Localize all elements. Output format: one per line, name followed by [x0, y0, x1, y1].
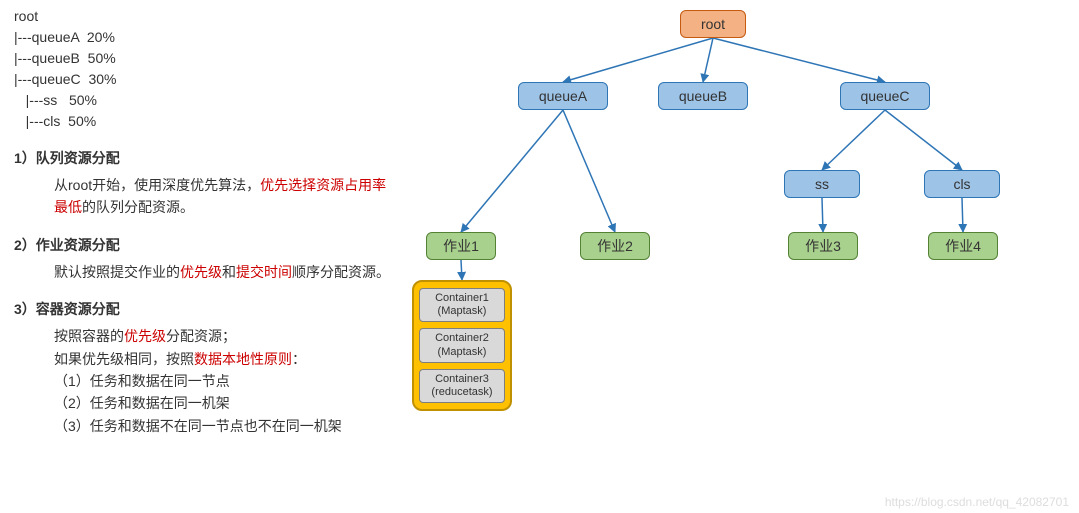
container-block: Container1(Maptask) Container2(Maptask) Co… [412, 280, 512, 411]
tree-line: |---queueC 30% [14, 69, 394, 90]
body-text: 和 [222, 264, 236, 280]
tree-line: |---cls 50% [14, 111, 394, 132]
section: 3）容器资源分配按照容器的优先级分配资源； 如果优先级相同，按照数据本地性原则： （… [14, 299, 394, 437]
tree-line: |---ss 50% [14, 90, 394, 111]
node-root: root [680, 10, 746, 38]
tree-hierarchy-text: root|---queueA 20%|---queueB 50%|---queu… [14, 6, 394, 132]
body-text: 默认按照提交作业的 [54, 264, 180, 280]
tree-line: |---queueB 50% [14, 48, 394, 69]
section-body: 默认按照提交作业的优先级和提交时间顺序分配资源。 [54, 261, 394, 283]
container-item: Container2(Maptask) [419, 328, 505, 362]
node-qb: queueB [658, 82, 748, 110]
section-body: 按照容器的优先级分配资源； 如果优先级相同，按照数据本地性原则： （1）任务和数据在… [54, 325, 394, 437]
body-text: （3）任务和数据不在同一节点也不在同一机架 [54, 418, 342, 434]
left-column: root|---queueA 20%|---queueB 50%|---queu… [14, 6, 394, 437]
section-title: 1）队列资源分配 [14, 148, 394, 168]
container-item: Container1(Maptask) [419, 288, 505, 322]
section: 2）作业资源分配默认按照提交作业的优先级和提交时间顺序分配资源。 [14, 235, 394, 283]
tree-line: |---queueA 20% [14, 27, 394, 48]
queue-diagram: root queueA queueB queueC ss cls 作业1 作业2 作业3 作业4 C… [400, 6, 1070, 506]
body-text: 顺序分配资源。 [292, 264, 390, 280]
body-text: ： [292, 351, 306, 367]
section-title: 2）作业资源分配 [14, 235, 394, 255]
node-j4: 作业4 [928, 232, 998, 260]
section: 1）队列资源分配从root开始，使用深度优先算法，优先选择资源占用率最低的队列分… [14, 148, 394, 219]
body-text: 分配资源； [166, 328, 236, 344]
container-item: Container3(reducetask) [419, 369, 505, 403]
body-text: 的队列分配资源。 [82, 199, 194, 215]
body-text: 如果优先级相同，按照 [54, 351, 194, 367]
highlight-text: 提交时间 [236, 264, 292, 280]
sections-container: 1）队列资源分配从root开始，使用深度优先算法，优先选择资源占用率最低的队列分… [14, 148, 394, 437]
body-text: （2）任务和数据在同一机架 [54, 395, 230, 411]
section-title: 3）容器资源分配 [14, 299, 394, 319]
tree-line: root [14, 6, 394, 27]
body-text: 按照容器的 [54, 328, 124, 344]
body-text: （1）任务和数据在同一节点 [54, 373, 230, 389]
highlight-text: 优先级 [124, 328, 166, 344]
body-text: 从root开始，使用深度优先算法， [54, 177, 260, 193]
node-j2: 作业2 [580, 232, 650, 260]
watermark: https://blog.csdn.net/qq_42082701 [885, 495, 1069, 509]
node-j3: 作业3 [788, 232, 858, 260]
section-body: 从root开始，使用深度优先算法，优先选择资源占用率最低的队列分配资源。 [54, 174, 394, 219]
highlight-text: 数据本地性原则 [194, 351, 292, 367]
node-cls: cls [924, 170, 1000, 198]
node-j1: 作业1 [426, 232, 496, 260]
node-qc: queueC [840, 82, 930, 110]
node-qa: queueA [518, 82, 608, 110]
node-ss: ss [784, 170, 860, 198]
highlight-text: 优先级 [180, 264, 222, 280]
